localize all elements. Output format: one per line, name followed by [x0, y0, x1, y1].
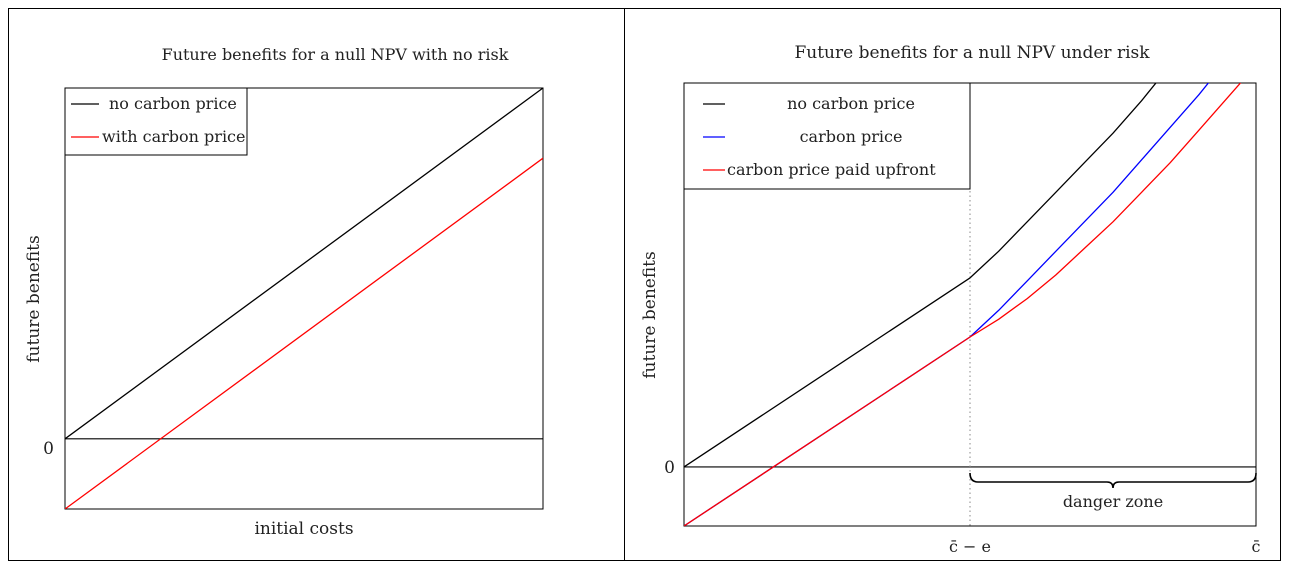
- chart-title: Future benefits for a null NPV under ris…: [794, 43, 1150, 63]
- danger-zone-brace: [969, 472, 1257, 489]
- legend-label-carbon-price-paid-upfront: carbon price paid upfront: [727, 160, 936, 179]
- y-axis-label: future benefits: [640, 251, 660, 378]
- series-line-carbon-price-paid-upfront: [684, 83, 1242, 526]
- series-line-no-carbon-price: [684, 83, 1157, 468]
- y-tick-label-0: 0: [664, 458, 675, 478]
- chart-title: Future benefits for a null NPV with no r…: [162, 45, 509, 64]
- legend: no carbon price with carbon price: [64, 87, 248, 156]
- x-tick-label-c-bar-minus-e: c̄ − e: [949, 537, 991, 556]
- x-axis-label: initial costs: [254, 519, 353, 539]
- y-tick-label-0: 0: [43, 439, 54, 459]
- chart-under-risk: Future benefits for a null NPV under ris…: [640, 43, 1261, 556]
- legend-box: [683, 82, 971, 190]
- legend: no carbon price carbon price carbon pric…: [683, 82, 971, 190]
- legend-label-no-carbon-price: no carbon price: [109, 94, 237, 113]
- series-line-carbon-price: [684, 83, 1210, 526]
- y-axis-label: future benefits: [24, 235, 44, 362]
- chart-no-risk: Future benefits for a null NPV with no r…: [24, 45, 544, 539]
- series-line-with-carbon-price: [65, 157, 543, 509]
- figure-frame: [8, 8, 1281, 561]
- panel-divider: [624, 8, 625, 561]
- x-tick-label-c-bar: c̄: [1252, 537, 1261, 556]
- legend-box: [64, 87, 248, 156]
- legend-label-with-carbon-price: with carbon price: [102, 127, 245, 146]
- legend-label-carbon-price: carbon price: [800, 127, 903, 146]
- legend-label-no-carbon-price: no carbon price: [787, 94, 915, 113]
- danger-zone-annotation: danger zone: [969, 472, 1257, 511]
- series-line-no-carbon-price: [65, 88, 543, 440]
- danger-zone-label: danger zone: [1063, 492, 1163, 511]
- plot-area: [64, 87, 544, 510]
